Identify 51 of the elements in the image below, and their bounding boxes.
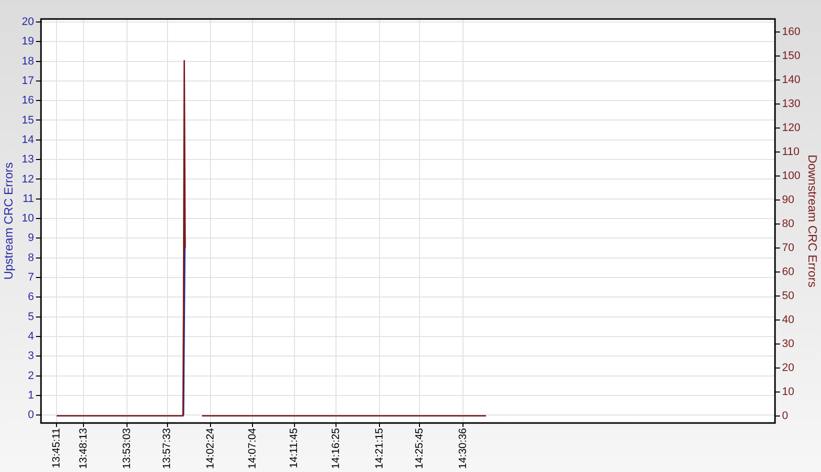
- x-tick-label: 14:25:45: [414, 428, 426, 469]
- y-tick-label: 19: [22, 36, 34, 48]
- y-tick-label: 3: [28, 350, 34, 362]
- x-tick-label: 13:48:13: [78, 428, 90, 469]
- y2-tick-label: 100: [782, 170, 800, 182]
- y-axis-title: Upstream CRC Errors: [2, 162, 16, 280]
- y-tick-label: 12: [22, 173, 34, 186]
- y2-tick-label: 120: [782, 122, 800, 134]
- y2-tick-label: 50: [782, 290, 794, 302]
- y-tick-label: 7: [28, 272, 34, 284]
- y-tick-label: 14: [22, 134, 34, 146]
- x-tick-label: 13:45:11: [50, 428, 63, 468]
- y-tick-label: 17: [22, 74, 34, 87]
- y-tick-label: 0: [28, 409, 34, 422]
- x-tick-label: 14:16:25: [330, 428, 342, 469]
- y2-tick-label: 10: [782, 386, 794, 398]
- y-tick-label: 10: [22, 212, 34, 225]
- x-tick-label: 14:21:15: [373, 428, 386, 469]
- y2-tick-label: 130: [782, 98, 800, 110]
- y-tick-label: 11: [22, 192, 34, 205]
- y2-tick-label: 70: [782, 242, 794, 254]
- y-tick-label: 6: [28, 291, 34, 304]
- x-tick-label: 14:30:36: [456, 428, 469, 469]
- y-tick-label: 13: [22, 154, 34, 166]
- y2-axis-title: Downstream CRC Errors: [805, 154, 820, 288]
- y-tick-label: 2: [28, 370, 34, 382]
- y2-tick-label: 110: [782, 146, 800, 158]
- y-tick-label: 18: [22, 55, 34, 68]
- y2-tick-label: 140: [782, 74, 800, 86]
- y2-tick-label: 40: [782, 314, 794, 326]
- x-tick-label: 13:57:33: [161, 428, 174, 469]
- y-tick-label: 1: [28, 390, 34, 402]
- y-tick-label: 4: [28, 330, 34, 343]
- y2-tick-label: 80: [782, 218, 794, 230]
- x-tick-label: 14:02:24: [204, 428, 217, 469]
- y2-tick-label: 60: [782, 266, 794, 278]
- y-tick-label: 5: [28, 310, 34, 323]
- y-tick-label: 9: [28, 232, 34, 244]
- y-tick-label: 16: [22, 94, 34, 107]
- x-tick-label: 14:07:04: [246, 428, 258, 469]
- y-tick-label: 20: [22, 16, 34, 28]
- y-tick-label: 15: [22, 114, 34, 126]
- y2-tick-label: 30: [782, 338, 794, 350]
- y-tick-label: 8: [28, 252, 34, 264]
- y2-tick-label: 90: [782, 194, 794, 206]
- y2-tick-label: 150: [782, 50, 800, 62]
- y2-tick-label: 0: [782, 410, 788, 422]
- y2-tick-label: 160: [782, 26, 800, 38]
- x-tick-label: 13:53:03: [120, 428, 133, 469]
- x-tick-label: 14:11:45: [288, 428, 300, 468]
- y2-tick-label: 20: [782, 362, 794, 374]
